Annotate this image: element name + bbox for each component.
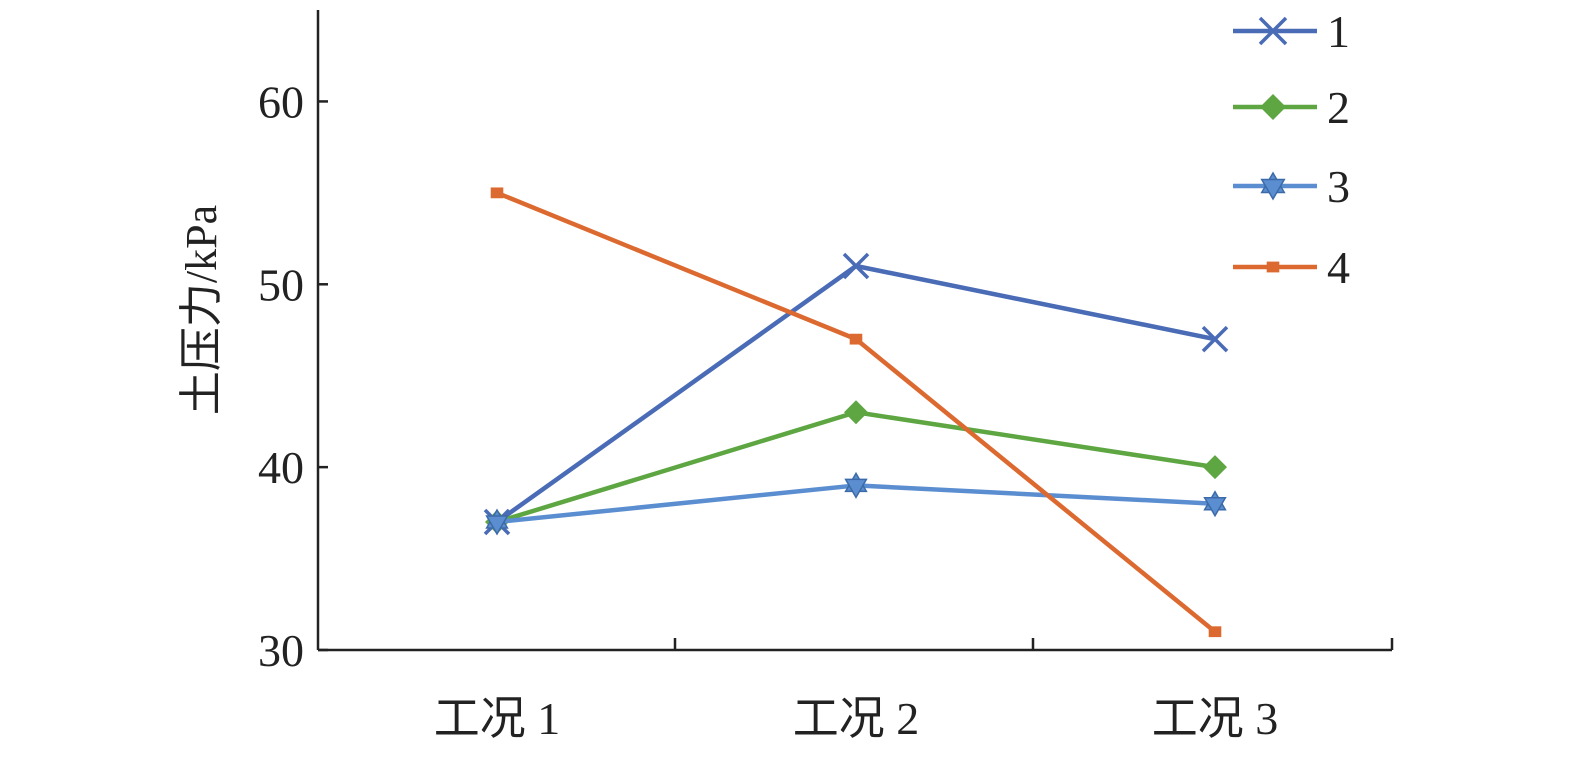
data-point: [842, 252, 870, 280]
data-point: [485, 508, 509, 536]
series-line: [496, 410, 1216, 525]
plot-area: [483, 187, 1229, 638]
y-axis-title: 土压力/kPa: [177, 205, 226, 415]
legend-item: 3: [1233, 161, 1350, 212]
legend-label: 2: [1327, 82, 1350, 133]
y-tick-label: 50: [258, 259, 304, 310]
square-marker: [849, 333, 863, 345]
data-point: [844, 400, 868, 425]
star-marker: [844, 478, 868, 499]
x-marker: [1201, 325, 1229, 353]
square-marker: [1266, 261, 1280, 273]
star-marker: [1203, 496, 1227, 518]
star-marker: [1260, 178, 1286, 201]
y-tick-label: 30: [258, 625, 304, 676]
square-marker: [490, 187, 504, 199]
legend-item: 4: [1233, 242, 1350, 293]
star-marker: [485, 515, 509, 536]
x-tick-label: 工况 1: [434, 693, 561, 744]
legend-label: 1: [1327, 6, 1350, 57]
legend: 1 2 3 4: [1233, 6, 1350, 293]
x-tick-label: 工况 3: [1152, 693, 1279, 744]
diamond-marker: [844, 400, 868, 425]
x-tick-label: 工况 2: [793, 693, 920, 744]
diamond-marker: [1203, 455, 1227, 480]
series-3: [485, 471, 1227, 536]
data-point: [490, 187, 504, 199]
data-point: [1201, 325, 1229, 353]
series-1: [483, 252, 1229, 536]
legend-item: 1: [1233, 6, 1350, 57]
legend-label: 3: [1327, 161, 1350, 212]
data-point: [1203, 490, 1227, 518]
x-marker: [842, 252, 870, 280]
diamond-marker: [1260, 94, 1286, 120]
x-marker: [1258, 16, 1288, 46]
data-point: [1208, 626, 1222, 638]
legend-item: 2: [1233, 82, 1350, 133]
y-tick-label: 40: [258, 442, 304, 493]
y-tick-label: 60: [258, 76, 304, 127]
data-point: [844, 471, 868, 499]
data-point: [1203, 455, 1227, 480]
data-point: [849, 333, 863, 345]
legend-label: 4: [1327, 242, 1350, 293]
axes: 30 40 50 60 工况 1 工况 2 工况 3 土压力/kPa: [177, 10, 1394, 744]
square-marker: [1208, 626, 1222, 638]
series-4: [490, 187, 1222, 638]
